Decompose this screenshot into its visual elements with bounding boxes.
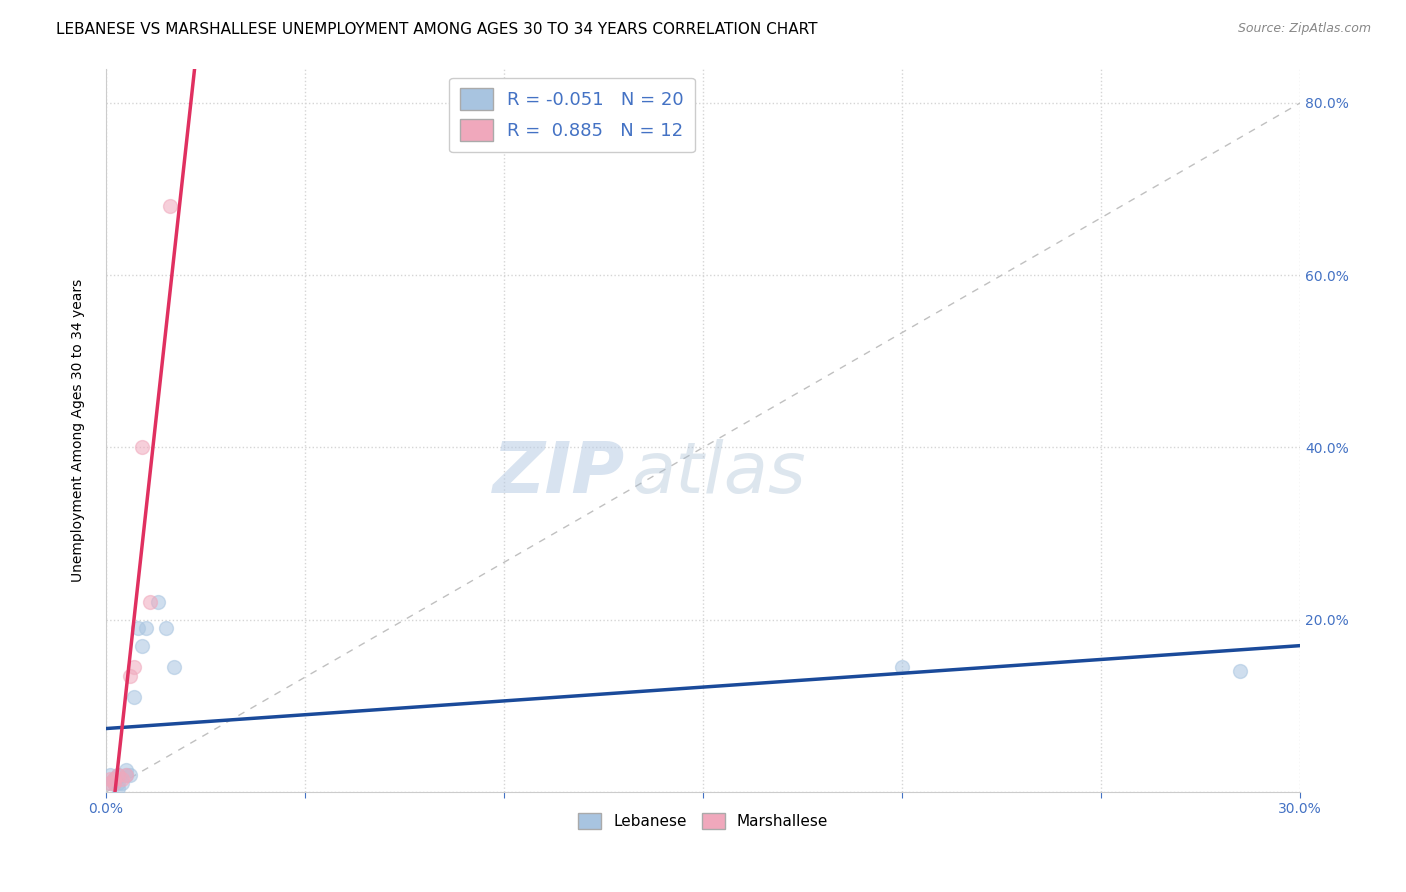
Point xyxy=(107,768,129,782)
Text: LEBANESE VS MARSHALLESE UNEMPLOYMENT AMONG AGES 30 TO 34 YEARS CORRELATION CHART: LEBANESE VS MARSHALLESE UNEMPLOYMENT AMO… xyxy=(56,22,818,37)
Point xyxy=(118,669,141,683)
Point xyxy=(103,776,125,790)
Point xyxy=(115,768,138,782)
Point xyxy=(122,660,145,674)
Point xyxy=(891,660,914,674)
Point xyxy=(118,768,141,782)
Point xyxy=(107,768,129,782)
Point xyxy=(98,772,121,786)
Legend: Lebanese, Marshallese: Lebanese, Marshallese xyxy=(572,806,834,835)
Point xyxy=(115,768,138,782)
Point xyxy=(115,764,138,778)
Point xyxy=(98,776,121,790)
Point xyxy=(155,621,177,635)
Point xyxy=(139,595,162,609)
Point xyxy=(107,776,129,790)
Point xyxy=(98,768,121,782)
Point xyxy=(98,776,121,790)
Point xyxy=(131,441,153,455)
Point xyxy=(103,772,125,786)
Text: atlas: atlas xyxy=(631,439,806,508)
Point xyxy=(1229,665,1251,679)
Point xyxy=(135,621,157,635)
Point xyxy=(131,639,153,653)
Point xyxy=(111,776,134,790)
Point xyxy=(127,621,149,635)
Y-axis label: Unemployment Among Ages 30 to 34 years: Unemployment Among Ages 30 to 34 years xyxy=(72,278,86,582)
Text: Source: ZipAtlas.com: Source: ZipAtlas.com xyxy=(1237,22,1371,36)
Point xyxy=(146,595,169,609)
Point xyxy=(107,780,129,795)
Point xyxy=(163,660,186,674)
Point xyxy=(103,776,125,790)
Point xyxy=(111,772,134,786)
Point xyxy=(122,690,145,705)
Point xyxy=(103,772,125,786)
Text: ZIP: ZIP xyxy=(494,439,626,508)
Point xyxy=(159,199,181,213)
